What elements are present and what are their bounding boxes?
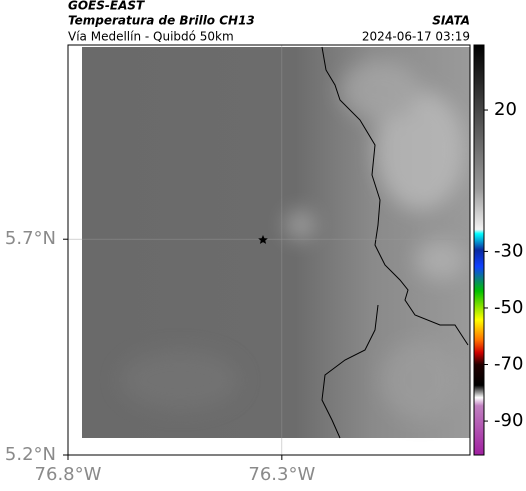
colorbar-tick-label: -30	[494, 240, 523, 261]
satellite: GOES-EAST	[68, 0, 145, 13]
x-tick-label: 76.8°W	[35, 464, 102, 485]
location-marker	[258, 235, 268, 244]
colorbar	[473, 44, 485, 456]
x-tick-label: 76.3°W	[248, 464, 315, 485]
subtitle: Vía Medellín - Quibdó 50km	[68, 30, 234, 44]
colorbar-tick-label: -50	[494, 297, 523, 318]
colorbar-tick-label: 20	[494, 99, 517, 120]
source: SIATA	[432, 14, 470, 28]
imagery	[82, 46, 470, 439]
y-tick-label: 5.7°N	[5, 228, 56, 249]
header: GOES-EAST Temperatura de Brillo CH13 Vía…	[68, 0, 470, 44]
datetime: 2024-06-17 03:19	[362, 30, 470, 44]
map-frame	[67, 44, 471, 456]
colorbar-tick-label: -70	[494, 354, 523, 375]
y-tick-label: 5.2°N	[5, 444, 56, 465]
title: Temperatura de Brillo CH13	[68, 14, 255, 28]
colorbar-tick-label: -90	[494, 410, 523, 431]
